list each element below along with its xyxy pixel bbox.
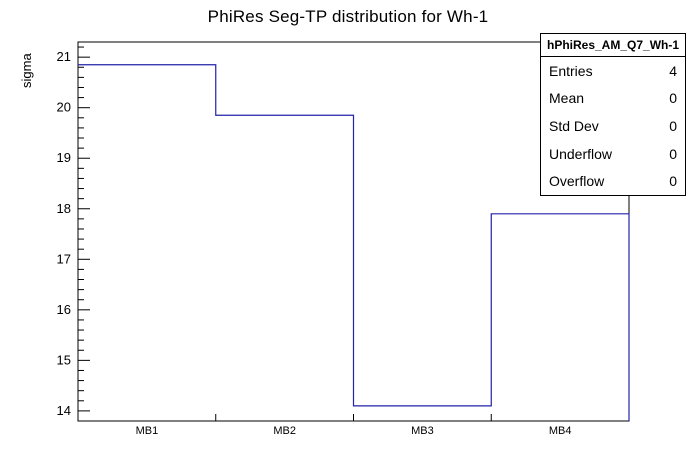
stats-rows: Entries 4 Mean 0 Std Dev 0 Underflow 0 O… [541,57,685,195]
stats-row-label: Mean [549,90,585,107]
stats-row: Mean 0 [541,85,685,113]
svg-text:17: 17 [57,251,71,266]
svg-text:MB2: MB2 [273,425,296,437]
stats-row-value: 0 [669,173,677,190]
stats-row: Entries 4 [541,57,685,85]
stats-row-label: Underflow [549,145,613,162]
chart-title: PhiRes Seg-TP distribution for Wh-1 [207,7,489,26]
stats-row-value: 0 [669,90,677,107]
svg-text:20: 20 [57,100,71,115]
stats-row-value: 4 [669,62,677,79]
stats-row: Overflow 0 [541,167,685,195]
stats-box: hPhiRes_AM_Q7_Wh-1 Entries 4 Mean 0 Std … [540,33,686,196]
stats-row-value: 0 [669,117,677,134]
svg-text:MB3: MB3 [411,425,434,437]
stats-row: Underflow 0 [541,140,685,168]
svg-text:15: 15 [57,352,71,367]
svg-text:18: 18 [57,201,71,216]
stats-row-label: Std Dev [549,117,599,134]
svg-text:sigma: sigma [19,53,34,88]
svg-text:MB1: MB1 [136,425,159,437]
svg-text:21: 21 [57,49,71,64]
svg-text:19: 19 [57,150,71,165]
stats-row-value: 0 [669,145,677,162]
svg-text:MB4: MB4 [549,425,572,437]
svg-text:16: 16 [57,302,71,317]
svg-text:14: 14 [57,403,71,418]
stats-row-label: Overflow [549,173,605,190]
stats-row: Std Dev 0 [541,112,685,140]
stats-row-label: Entries [549,62,593,79]
stats-box-title: hPhiRes_AM_Q7_Wh-1 [541,34,685,57]
